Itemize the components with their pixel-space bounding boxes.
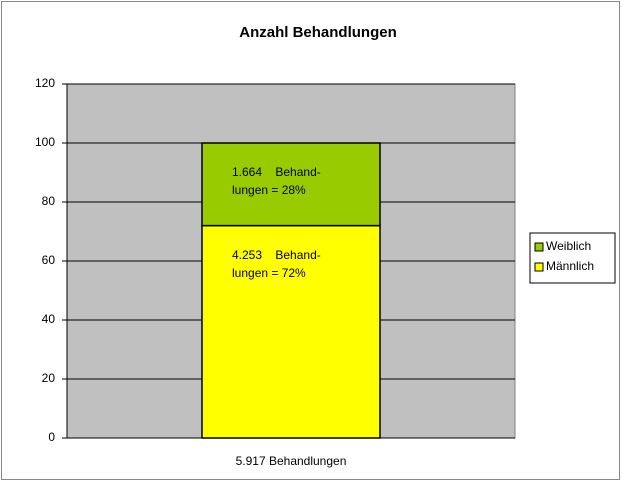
bar-segment: [201, 224, 381, 439]
legend-box: [529, 232, 616, 284]
y-tick-label: 40: [42, 312, 56, 326]
bar-segment: [201, 142, 381, 227]
legend-swatch: [534, 262, 544, 272]
legend-label: Männlich: [546, 259, 594, 273]
y-tick-label: 120: [35, 76, 55, 90]
x-tick-label: 5.917 Behandlungen: [236, 454, 347, 468]
y-tick-label: 60: [42, 253, 56, 267]
y-tick-label: 20: [42, 371, 56, 385]
legend-label: Weiblich: [546, 239, 591, 253]
legend-swatch: [534, 242, 544, 252]
y-tick-label: 80: [42, 194, 56, 208]
value-label: 4.253 Behand- lungen = 72%: [232, 247, 321, 280]
y-tick-label: 0: [48, 430, 55, 444]
y-tick-label: 100: [35, 135, 55, 149]
chart-title: Anzahl Behandlungen: [239, 24, 397, 41]
value-label: 1.664 Behand- lungen = 28%: [232, 165, 321, 197]
